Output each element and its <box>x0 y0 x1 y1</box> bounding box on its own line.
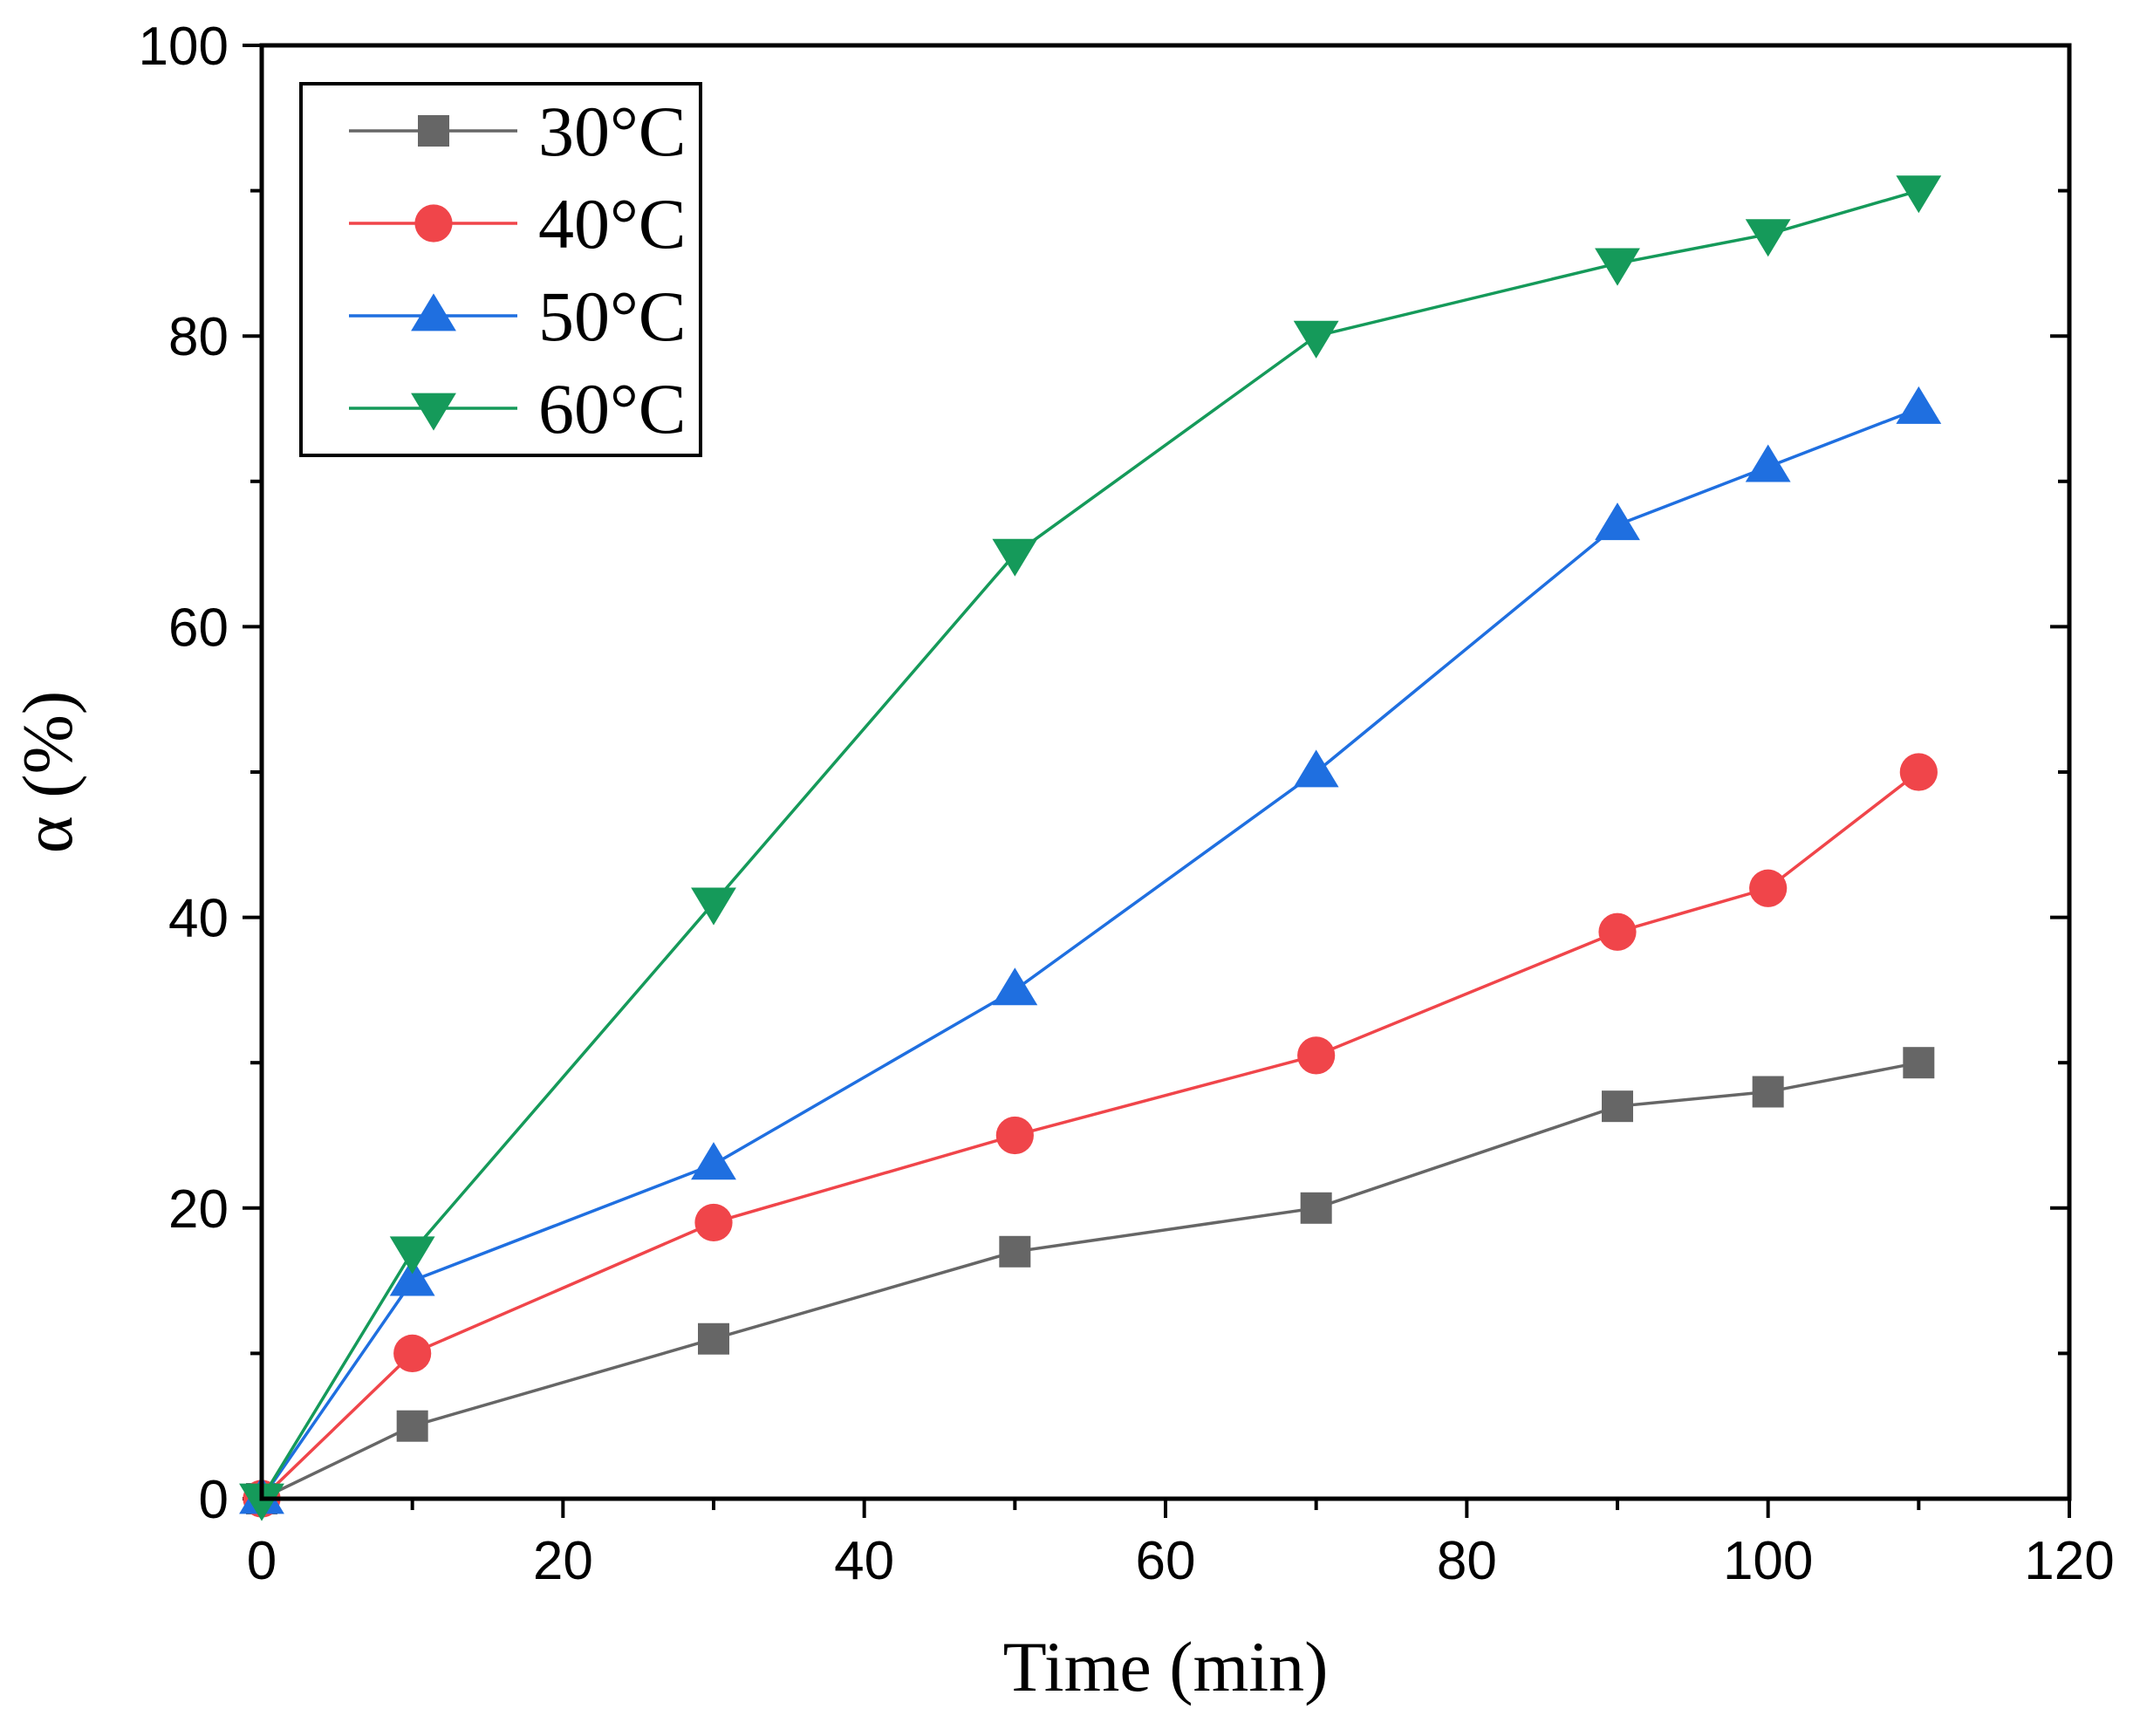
data-point-50c <box>691 1142 736 1180</box>
data-point-30c <box>698 1323 729 1355</box>
data-point-30c <box>396 1410 428 1442</box>
legend-box <box>299 82 702 457</box>
y-tick-label: 60 <box>168 598 229 658</box>
legend-label: 50°C <box>538 277 687 356</box>
data-point-50c <box>992 967 1038 1006</box>
series-30c <box>246 1047 1935 1514</box>
y-tick-label: 80 <box>168 307 229 367</box>
data-point-40c <box>995 1116 1034 1155</box>
x-axis-title: Time (min) <box>1003 1627 1329 1706</box>
legend-marker <box>411 393 456 431</box>
legend-item-60c: 60°C <box>349 369 687 448</box>
data-point-60c <box>691 887 736 926</box>
data-point-50c <box>1293 749 1339 788</box>
series-50c <box>239 386 1942 1514</box>
legend-item-30c: 30°C <box>349 92 687 171</box>
data-point-30c <box>1752 1076 1784 1108</box>
data-point-50c <box>1745 444 1791 482</box>
data-point-30c <box>1602 1090 1633 1123</box>
series-60c <box>239 175 1942 1521</box>
legend-item-40c: 40°C <box>349 184 687 263</box>
ticks-layer: 0 20 40 60 80 100 120 0 20 40 60 80 100 <box>139 17 2115 1591</box>
series-layer <box>239 175 1942 1521</box>
data-point-40c <box>694 1203 733 1242</box>
x-tick-label: 40 <box>834 1531 894 1591</box>
x-tick-label: 80 <box>1437 1531 1497 1591</box>
y-axis-title: α (%) <box>8 691 87 853</box>
series-line-30c <box>261 1061 1919 1500</box>
legend-marker <box>411 293 456 331</box>
data-point-60c <box>992 538 1038 577</box>
x-tick-label: 100 <box>1723 1531 1813 1591</box>
x-tick-label: 120 <box>2024 1531 2114 1591</box>
y-tick-label: 100 <box>139 17 229 77</box>
x-tick-label: 60 <box>1136 1531 1196 1591</box>
data-point-40c <box>393 1334 432 1372</box>
data-point-40c <box>1598 912 1637 951</box>
series-line-60c <box>260 188 1919 1500</box>
series-line-50c <box>260 407 1919 1500</box>
y-tick-label: 20 <box>168 1179 229 1240</box>
legend-label: 60°C <box>538 369 687 448</box>
plot-frame <box>259 43 2072 1501</box>
data-point-60c <box>1745 219 1791 257</box>
legend-marker <box>418 115 449 147</box>
data-point-60c <box>1595 248 1640 286</box>
legend-item-50c: 50°C <box>349 277 687 356</box>
legend-label: 40°C <box>538 184 687 263</box>
legend-marker <box>414 204 453 243</box>
data-point-30c <box>1300 1192 1332 1224</box>
data-point-40c <box>1297 1036 1336 1075</box>
data-point-60c <box>389 1236 435 1275</box>
data-point-30c <box>999 1235 1031 1268</box>
data-point-50c <box>1896 386 1942 424</box>
data-point-30c <box>1903 1047 1935 1079</box>
legend: 30°C 40°C 50°C 60°C <box>299 82 702 457</box>
data-point-50c <box>1595 502 1640 541</box>
data-point-60c <box>239 1483 284 1521</box>
series-line-40c <box>260 770 1920 1500</box>
data-point-40c <box>1899 753 1938 791</box>
data-point-60c <box>1896 175 1942 214</box>
y-tick-label: 40 <box>168 889 229 949</box>
x-tick-label: 0 <box>247 1531 277 1591</box>
y-tick-label: 0 <box>199 1470 229 1530</box>
data-point-60c <box>1293 320 1339 359</box>
legend-label: 30°C <box>538 92 687 171</box>
data-point-50c <box>389 1258 435 1296</box>
x-tick-label: 20 <box>533 1531 593 1591</box>
data-point-40c <box>1749 869 1788 907</box>
